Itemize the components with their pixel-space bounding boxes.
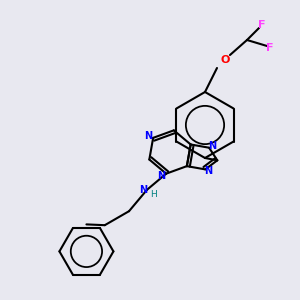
Text: N: N — [208, 141, 216, 151]
Text: O: O — [220, 55, 230, 65]
Text: N: N — [157, 171, 165, 181]
Text: N: N — [204, 167, 212, 176]
Text: H: H — [150, 190, 156, 199]
Text: F: F — [266, 43, 274, 53]
Text: N: N — [144, 131, 152, 141]
Text: N: N — [139, 185, 147, 195]
Text: F: F — [258, 20, 266, 30]
